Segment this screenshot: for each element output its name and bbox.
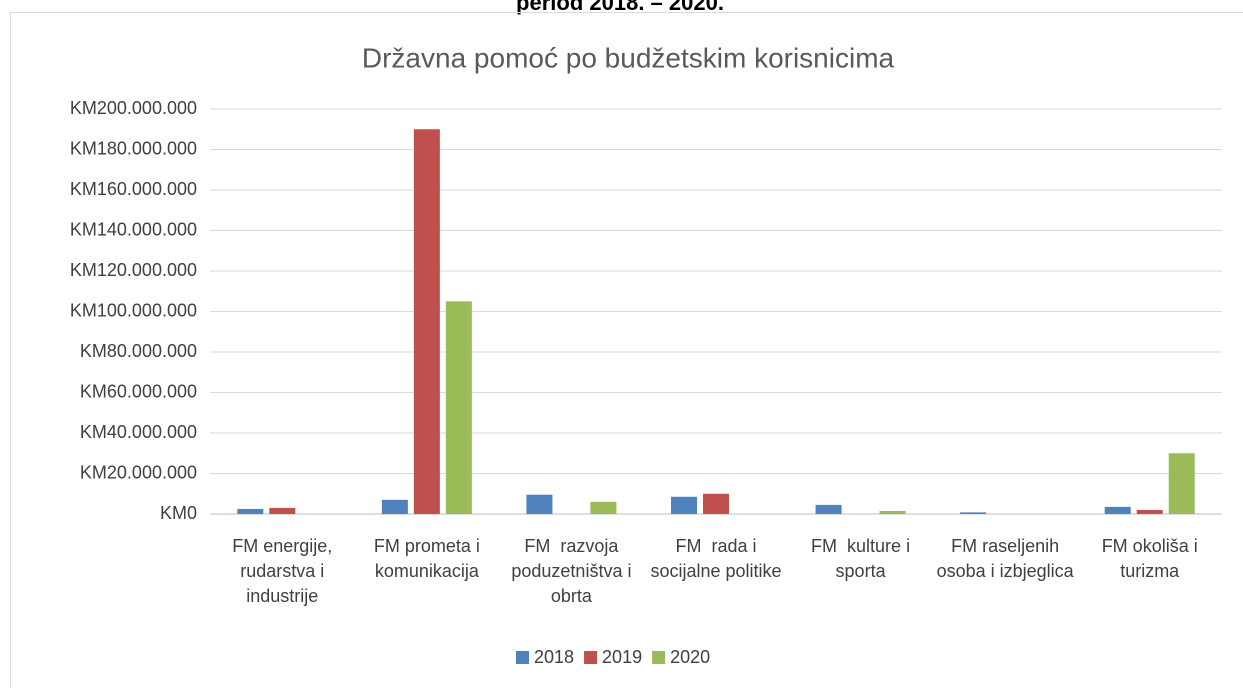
y-tick-label: KM60.000.000 <box>80 381 197 401</box>
y-tick-label: KM140.000.000 <box>70 219 197 239</box>
legend-swatch <box>516 651 529 664</box>
bar <box>237 508 264 514</box>
x-tick-label: FM okoliša i turizma <box>1101 536 1203 581</box>
y-tick-label: KM20.000.000 <box>80 462 197 482</box>
bar <box>815 504 842 514</box>
y-tick-label: KM180.000.000 <box>70 138 197 158</box>
bar <box>526 494 553 514</box>
x-tick-label: FM prometa i komunikacija <box>373 536 485 581</box>
legend-label: 2020 <box>670 647 710 667</box>
bar <box>413 129 440 514</box>
bar <box>445 301 472 514</box>
bar <box>879 510 906 514</box>
x-tick-label: FM razvoja poduzetništva i obrta <box>511 536 637 606</box>
x-tick-label: FM kulture i sporta <box>811 536 916 581</box>
y-tick-label: KM160.000.000 <box>70 179 197 199</box>
legend-label: 2019 <box>602 647 642 667</box>
bar <box>381 499 408 514</box>
chart-title: Državna pomoć po budžetskim korisnicima <box>362 42 895 73</box>
bar <box>960 512 987 514</box>
legend-swatch <box>652 651 666 664</box>
bar <box>590 501 617 514</box>
y-tick-label: KM80.000.000 <box>80 341 197 361</box>
bar <box>269 507 296 514</box>
y-tick-label: KM40.000.000 <box>80 422 197 442</box>
y-tick-label: KM120.000.000 <box>70 260 197 280</box>
x-tick-label: FM raseljenih osoba i izbjeglica <box>936 536 1074 581</box>
chart-border <box>10 12 1243 688</box>
x-tick-label: FM energije, rudarstva i industrije <box>232 536 338 606</box>
legend-swatch <box>584 651 598 664</box>
y-tick-label: KM0 <box>160 503 197 523</box>
y-tick-label: KM100.000.000 <box>70 300 197 320</box>
x-tick-label: FM rada i socijalne politike <box>650 536 782 581</box>
bar <box>703 493 729 514</box>
bar <box>1168 453 1195 514</box>
legend-label: 2018 <box>534 647 574 667</box>
y-tick-label: KM200.000.000 <box>70 98 197 118</box>
heading: period 2018. – 2020. <box>516 0 724 15</box>
bar <box>671 496 697 514</box>
bar <box>1104 506 1131 514</box>
bar <box>1136 509 1163 514</box>
